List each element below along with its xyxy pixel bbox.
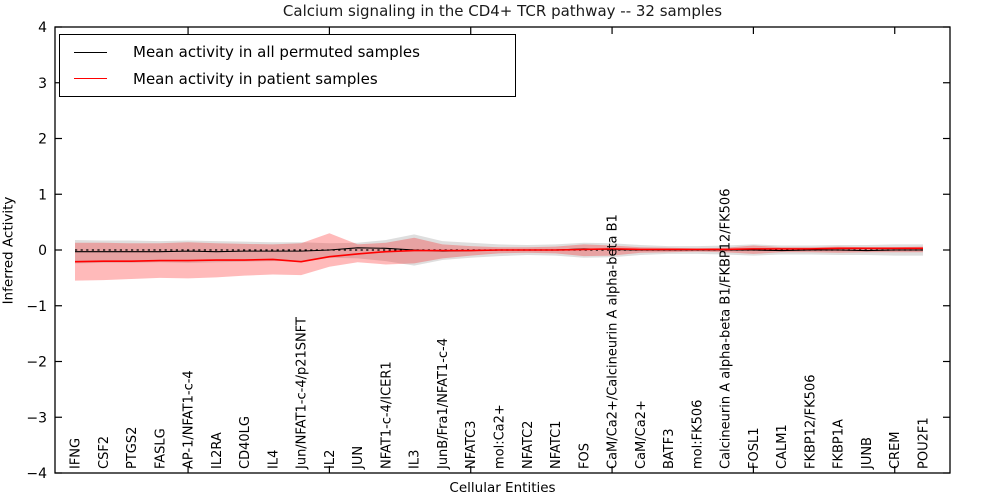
x-tick-label: Jun/NFAT1-c-4/p21SNFT (295, 317, 310, 470)
x-axis-label: Cellular Entities (449, 480, 556, 496)
legend: Mean activity in all permuted samples Me… (59, 34, 516, 97)
x-tick-label: NFATC1 (549, 421, 564, 469)
y-tick-label: −4 (26, 466, 47, 482)
x-tick-label: FOS (577, 443, 592, 469)
patient-mean-line (74, 247, 923, 263)
x-tick-label: NFATC2 (521, 421, 536, 469)
x-tick-label: mol:Ca2+ (493, 404, 508, 469)
permuted-line-swatch (74, 51, 107, 53)
x-tick-label: NFAT1-c-4/ICER1 (379, 361, 394, 469)
x-tick-label: IL4 (266, 450, 281, 469)
x-tick-label: CaM/Ca2+/Calcineurin A alpha-beta B1 (606, 214, 621, 469)
legend-label-permuted: Mean activity in all permuted samples (133, 43, 420, 62)
y-tick-label: 2 (38, 132, 47, 148)
patient-line-swatch (74, 78, 107, 80)
x-tick-label: FASLG (153, 428, 168, 469)
x-tick-label: CREM (888, 431, 903, 469)
chart-title: Calcium signaling in the CD4+ TCR pathwa… (282, 2, 723, 20)
y-tick-label: −3 (26, 410, 47, 426)
x-tick-label: FOSL1 (747, 428, 762, 469)
y-tick-label: 3 (38, 76, 47, 92)
x-tick-label: CD40LG (238, 416, 253, 469)
x-tick-label: FKBP1A (832, 419, 847, 469)
x-tick-label: mol:FK506 (690, 400, 705, 469)
x-tick-label: POU2F1 (917, 417, 932, 469)
x-tick-label: IL2 (323, 450, 338, 469)
y-tick-label: −2 (26, 355, 47, 371)
x-tick-label: JUNB (860, 437, 875, 470)
y-axis-label: Inferred Activity (0, 196, 17, 305)
y-tick-label: 0 (38, 243, 47, 259)
legend-entry-permuted: Mean activity in all permuted samples (74, 39, 515, 65)
x-tick-label: AP-1/NFAT1-c-4 (182, 370, 197, 469)
x-tick-label: CSF2 (97, 436, 112, 469)
x-tick-label: JUN (351, 446, 366, 470)
x-tick-label: IL2RA (210, 432, 225, 469)
y-tick-label: 1 (38, 187, 47, 203)
x-tick-label: Calcineurin A alpha-beta B1/FKBP12/FK506 (719, 189, 734, 469)
x-tick-label: IL3 (408, 450, 423, 469)
patient-uncertainty-band (75, 233, 923, 281)
x-tick-label: PTGS2 (125, 427, 140, 469)
x-tick-label: JunB/Fra1/NFAT1-c-4 (436, 338, 451, 470)
y-tick-label: −1 (26, 299, 47, 315)
y-tick-label: 4 (38, 20, 47, 36)
legend-entry-patient: Mean activity in patient samples (74, 66, 515, 92)
x-tick-label: IFNG (69, 438, 84, 469)
x-tick-label: NFATC3 (464, 421, 479, 469)
x-tick-label: CALM1 (775, 424, 790, 469)
x-tick-label: BATF3 (662, 429, 677, 470)
x-tick-label: CaM/Ca2+ (634, 400, 649, 469)
legend-label-patient: Mean activity in patient samples (133, 69, 378, 88)
x-tick-label: FKBP12/FK506 (803, 375, 818, 470)
